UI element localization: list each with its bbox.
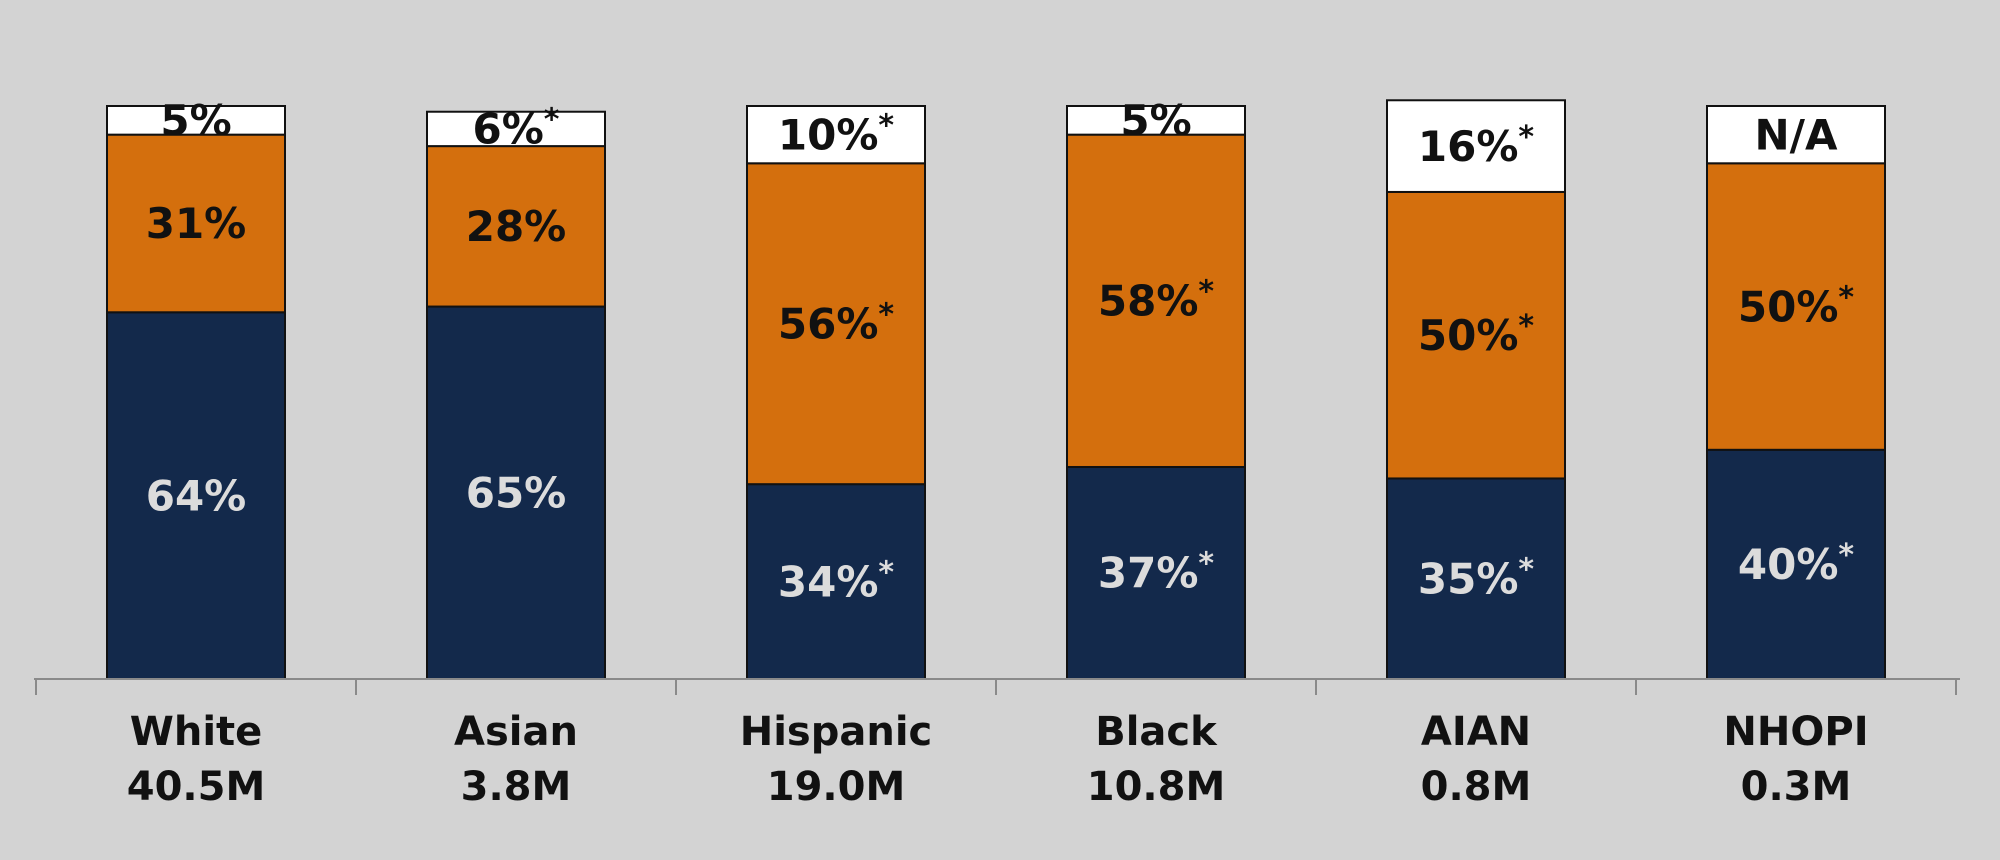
bar-white-top xyxy=(106,105,286,136)
bar-asian-top xyxy=(426,110,606,148)
data-label-aian-middle: 50%* xyxy=(1418,309,1535,360)
category-population-aian: 0.8M xyxy=(1421,764,1532,810)
category-population-asian: 3.8M xyxy=(461,764,572,810)
data-label-hispanic-top: 10%* xyxy=(778,108,895,159)
significance-star: * xyxy=(1518,120,1534,155)
category-population-white: 40.5M xyxy=(127,764,266,810)
category-label-nhopi: NHOPI xyxy=(1723,709,1868,755)
data-label-nhopi-top: N/A xyxy=(1755,110,1838,159)
significance-star: * xyxy=(1838,280,1854,315)
category-labels: White 40.5M Asian 3.8M Hispanic 19.0M Black 10.… xyxy=(127,709,1869,810)
bar-hispanic-top xyxy=(746,105,926,165)
category-label-asian: Asian xyxy=(454,709,578,755)
x-axis xyxy=(34,678,1960,695)
bar-white-middle xyxy=(106,133,286,314)
significance-star: * xyxy=(878,297,894,332)
category-label-aian: AIAN xyxy=(1421,709,1531,755)
data-label-white-bottom: 64% xyxy=(146,471,247,520)
category-population-nhopi: 0.3M xyxy=(1741,764,1852,810)
significance-star: * xyxy=(878,555,894,590)
bar-asian-bottom xyxy=(426,305,606,680)
data-label-hispanic-bottom: 34%* xyxy=(778,555,895,606)
data-label-black-middle: 58%* xyxy=(1098,275,1215,326)
data-label-white-middle: 31% xyxy=(146,199,247,248)
bar-aian-middle xyxy=(1386,190,1566,480)
bar-nhopi-top xyxy=(1706,105,1886,165)
data-label-black-top: 5% xyxy=(1120,96,1191,145)
bar-nhopi-bottom xyxy=(1706,448,1886,680)
significance-star: * xyxy=(1518,309,1534,344)
data-label-nhopi-middle: 50%* xyxy=(1738,280,1855,331)
bars-layer: 64%31%5%65%28%6%*34%*56%*10%*37%*58%*5%3… xyxy=(106,96,1886,681)
data-label-aian-top: 16%* xyxy=(1418,120,1535,171)
data-label-black-bottom: 37%* xyxy=(1098,547,1215,598)
bar-aian-top xyxy=(1386,99,1566,193)
category-label-hispanic: Hispanic xyxy=(740,709,933,755)
significance-star: * xyxy=(1198,275,1214,310)
category-population-black: 10.8M xyxy=(1087,764,1226,810)
category-population-hispanic: 19.0M xyxy=(767,764,906,810)
data-label-nhopi-bottom: 40%* xyxy=(1738,538,1855,589)
bar-black-bottom xyxy=(1066,465,1246,680)
bar-aian-bottom xyxy=(1386,477,1566,681)
bar-asian-middle xyxy=(426,145,606,308)
data-label-asian-bottom: 65% xyxy=(466,468,567,517)
data-label-hispanic-middle: 56%* xyxy=(778,297,895,348)
data-label-asian-middle: 28% xyxy=(466,202,567,251)
significance-star: * xyxy=(544,103,560,138)
significance-star: * xyxy=(1838,538,1854,573)
bar-nhopi-middle xyxy=(1706,162,1886,451)
category-label-white: White xyxy=(130,709,263,755)
data-label-white-top: 5% xyxy=(160,96,231,145)
bar-black-top xyxy=(1066,105,1246,136)
category-label-black: Black xyxy=(1095,709,1218,755)
bar-white-bottom xyxy=(106,311,286,680)
bar-hispanic-bottom xyxy=(746,483,926,680)
significance-star: * xyxy=(1518,552,1534,587)
bar-black-middle xyxy=(1066,133,1246,468)
significance-star: * xyxy=(1198,547,1214,582)
data-label-aian-bottom: 35%* xyxy=(1418,552,1535,603)
significance-star: * xyxy=(878,108,894,143)
